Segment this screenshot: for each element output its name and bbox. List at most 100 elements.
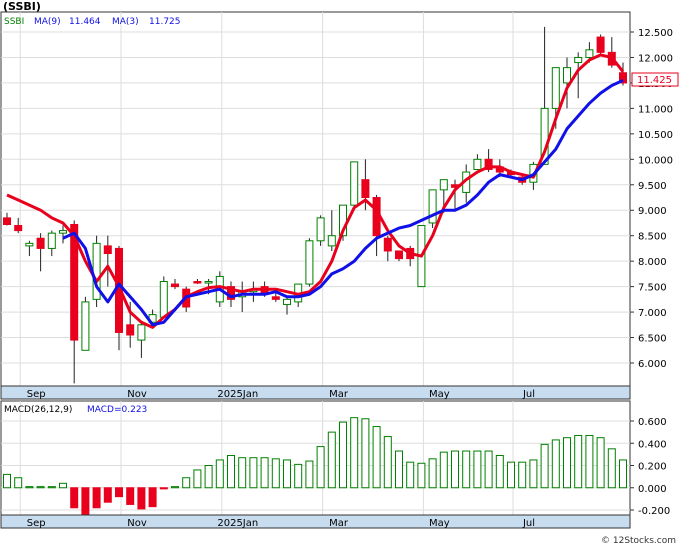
macd-bar-negative [137, 487, 146, 510]
ticker-title: (SSBI) [3, 0, 41, 13]
candle-down [484, 158, 493, 170]
macd-x-label: Nov [127, 518, 147, 529]
macd-tick-label: -0.200 [638, 506, 670, 517]
macd-bar-positive [462, 450, 471, 489]
macd-bar-positive [271, 458, 280, 489]
price-x-label: Nov [127, 389, 147, 400]
macd-bar-positive [249, 457, 258, 489]
price-tick-label: 7.500 [638, 283, 667, 294]
macd-y-axis: 0.600 0.400 0.200 0.000 -0.200 [630, 417, 670, 517]
macd-bar-positive [507, 461, 515, 489]
macd-bar-positive [3, 473, 11, 489]
macd-bar-positive [227, 454, 235, 489]
macd-marks [3, 417, 627, 517]
candle-up [574, 56, 583, 64]
macd-bar-positive [305, 460, 314, 489]
price-tick-label: 10.500 [638, 130, 673, 141]
macd-bar-positive [327, 431, 336, 489]
price-x-label: Jul [522, 389, 535, 400]
price-tick-label: 8.500 [638, 232, 667, 243]
macd-bar-positive [260, 457, 269, 489]
macd-time-strip [0, 514, 631, 529]
candle-up [428, 189, 437, 224]
candle-up [159, 281, 168, 318]
macd-bar-negative [126, 487, 135, 505]
legend-ma3-label: MA(3) [112, 17, 139, 27]
price-tick-label: 6.500 [638, 334, 667, 345]
candle-down [395, 250, 403, 260]
candle-up [305, 240, 314, 285]
candle-down [36, 237, 45, 249]
macd-x-axis: Sep Nov 2025Jan Mar May Jul [27, 518, 535, 529]
price-x-label: Sep [27, 389, 46, 400]
price-x-axis: Sep Nov 2025Jan Mar May Jul [27, 389, 535, 400]
macd-bar-negative [103, 487, 112, 503]
price-tick-label: 11.000 [638, 104, 673, 115]
macd-bar-positive [451, 450, 459, 489]
macd-bar-positive [59, 482, 67, 489]
candle-down [126, 324, 135, 336]
candle-up [137, 324, 146, 341]
macd-bar-positive [283, 459, 291, 489]
macd-x-label: Mar [329, 518, 349, 529]
macd-legend-label: MACD(26,12,9) [4, 405, 72, 415]
candle-up [59, 230, 67, 234]
macd-bar-positive [238, 457, 247, 489]
macd-bar-positive [439, 451, 448, 489]
macd-bar-positive [484, 450, 493, 489]
macd-tick-label: 0.200 [638, 462, 667, 473]
macd-bar-positive [25, 486, 34, 489]
candle-down [171, 283, 179, 288]
macd-bar-positive [350, 417, 359, 489]
price-tick-label: 9.000 [638, 206, 667, 217]
candle-up [327, 235, 336, 247]
macd-bar-positive [428, 458, 437, 489]
price-panel [0, 11, 631, 387]
macd-bar-positive [607, 448, 616, 489]
macd-bar-negative [148, 487, 157, 508]
price-marks [3, 26, 627, 384]
candle-down [383, 237, 392, 252]
candle-down [619, 72, 627, 84]
candle-up [47, 232, 56, 249]
legend-ma3-value: 11.725 [149, 17, 181, 27]
macd-bar-positive [406, 461, 415, 489]
macd-bar-positive [339, 421, 347, 489]
macd-bar-negative [70, 487, 79, 509]
macd-bar-positive [171, 486, 179, 489]
price-x-label: Mar [329, 389, 349, 400]
price-x-label: 2025Jan [217, 389, 258, 400]
macd-x-label: May [429, 518, 450, 529]
macd-bar-positive [316, 446, 325, 489]
macd-bar-negative [81, 487, 90, 517]
price-grid [1, 12, 630, 386]
macd-legend-value: MACD=0.223 [87, 405, 147, 415]
price-time-strip [0, 385, 631, 400]
candle-down [14, 225, 23, 232]
candle-up [204, 281, 213, 284]
price-badge-box [631, 72, 679, 87]
candle-up [439, 179, 448, 191]
macd-bar-positive [619, 459, 627, 489]
macd-bar-positive [36, 486, 45, 489]
macd-bar-positive [585, 434, 594, 489]
watermark: © 12Stocks.com [601, 536, 676, 546]
macd-bar-positive [395, 450, 403, 489]
macd-bar-positive [294, 463, 303, 489]
candle-up [473, 158, 482, 170]
candle-down [596, 36, 605, 53]
macd-bar-positive [361, 418, 370, 489]
macd-x-label: 2025Jan [217, 518, 258, 529]
candle-up [316, 217, 325, 242]
candle-up [350, 161, 359, 206]
macd-bar-positive [551, 439, 560, 489]
legend-ma9-label: MA(9) [34, 17, 61, 27]
price-tick-label: 10.000 [638, 155, 673, 166]
macd-bar-positive [215, 459, 224, 489]
macd-x-label: Jul [522, 518, 535, 529]
macd-bar-positive [473, 450, 482, 489]
legend-ma9-value: 11.464 [69, 17, 101, 27]
candle-down [193, 281, 202, 284]
candle-up [551, 67, 560, 109]
